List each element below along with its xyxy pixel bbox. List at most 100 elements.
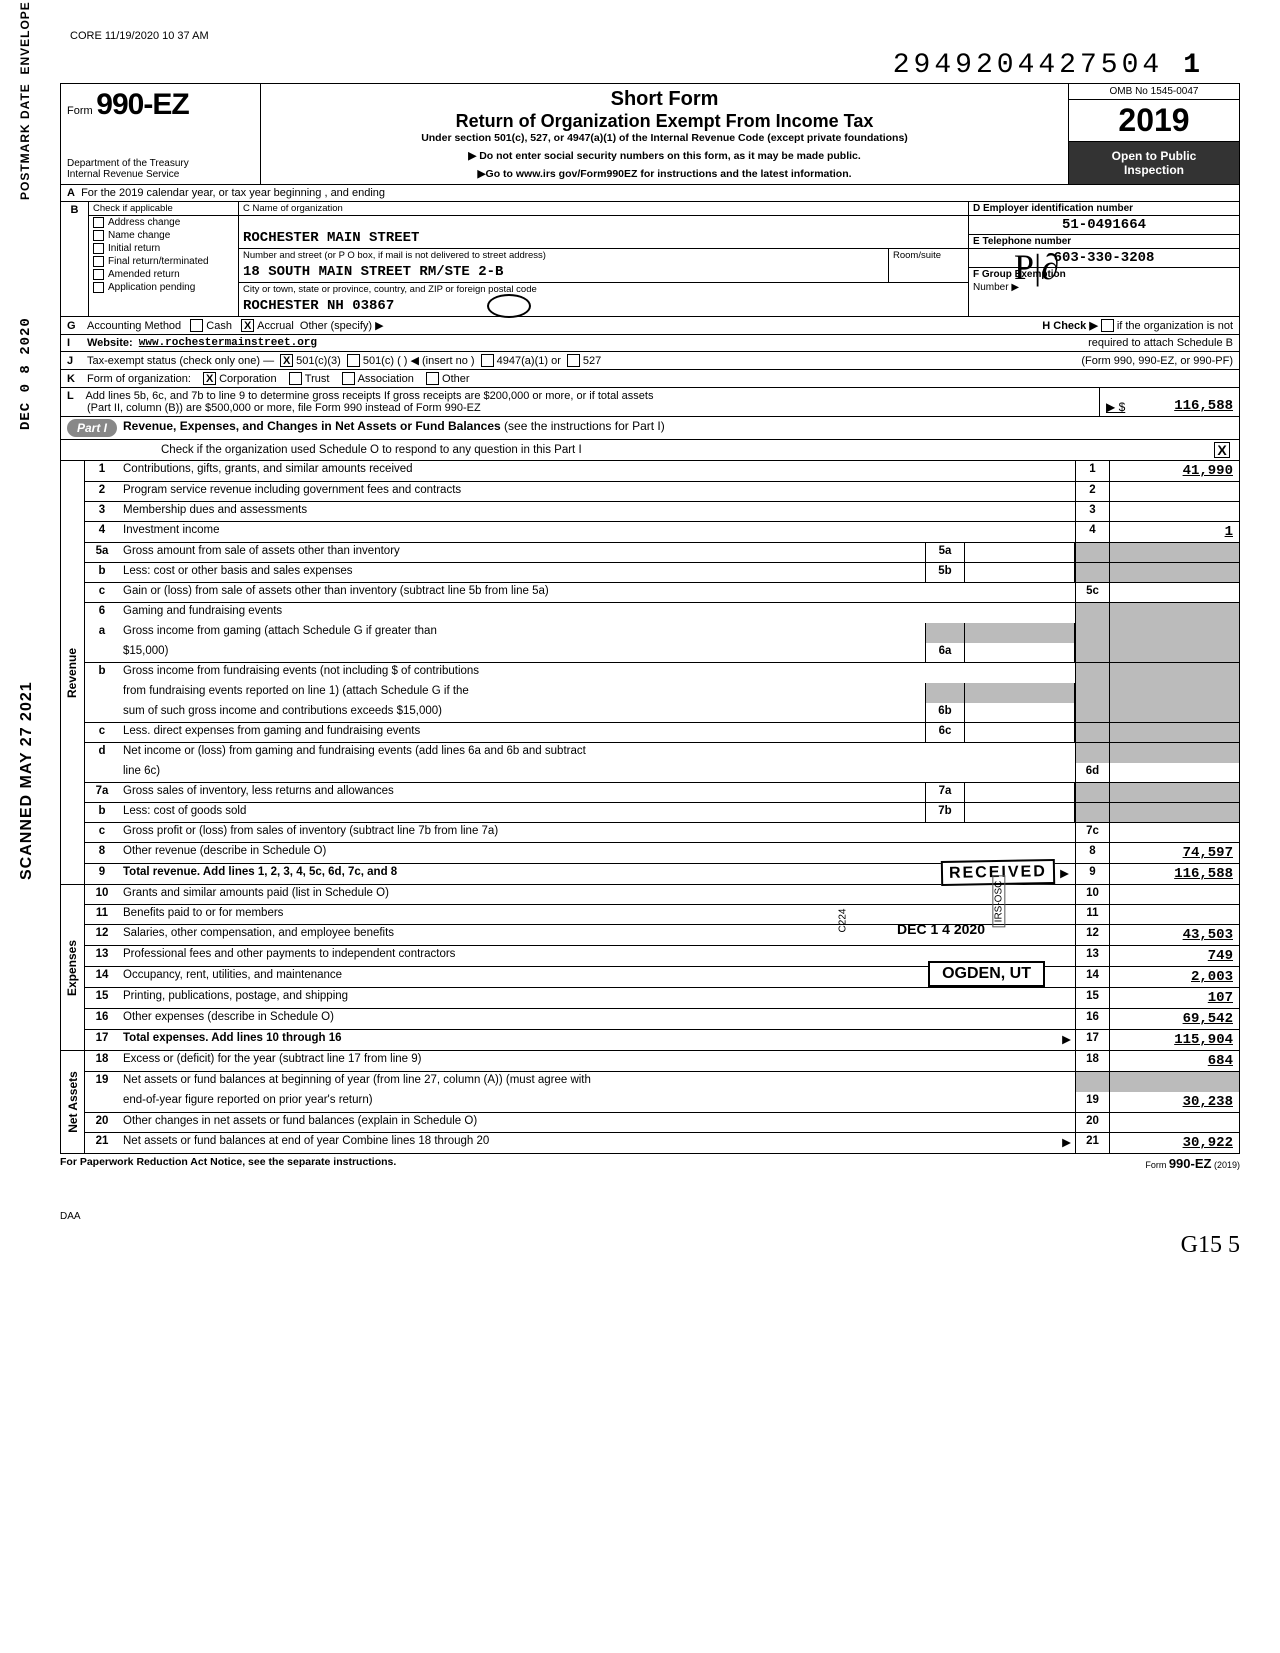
check-name-change[interactable] bbox=[93, 230, 104, 241]
netassets-side-label: Net Assets bbox=[66, 1071, 80, 1133]
line-11-amt bbox=[1109, 905, 1239, 924]
line-15-amt: 107 bbox=[1109, 988, 1239, 1008]
handwritten-note: G15 5 bbox=[60, 1232, 1240, 1259]
check-trust[interactable] bbox=[289, 372, 302, 385]
line-19-amt: 30,238 bbox=[1109, 1092, 1239, 1112]
form-title: Return of Organization Exempt From Incom… bbox=[267, 111, 1062, 132]
website: www.rochestermainstreet.org bbox=[139, 337, 317, 349]
gross-receipts: 116,588 bbox=[1174, 398, 1233, 414]
org-name: ROCHESTER MAIN STREET bbox=[239, 216, 968, 249]
form-number: 990-EZ bbox=[96, 88, 188, 121]
form-subtitle: Under section 501(c), 527, or 4947(a)(1)… bbox=[267, 132, 1062, 144]
row-k: K Form of organization: XCorporation Tru… bbox=[60, 370, 1240, 388]
check-final-return[interactable] bbox=[93, 256, 104, 267]
omb-number: OMB No 1545-0047 bbox=[1069, 84, 1239, 100]
col-b-label: B bbox=[61, 202, 89, 316]
line-12-amt: 43,503 bbox=[1109, 925, 1239, 945]
check-4947[interactable] bbox=[481, 354, 494, 367]
check-pending[interactable] bbox=[93, 282, 104, 293]
ein: 51-0491664 bbox=[969, 216, 1239, 235]
row-j: J Tax-exempt status (check only one) — X… bbox=[60, 352, 1240, 370]
line-20-amt bbox=[1109, 1113, 1239, 1132]
check-schedule-o[interactable]: X bbox=[1214, 442, 1230, 458]
check-501c3[interactable]: X bbox=[280, 354, 293, 367]
org-address: 18 SOUTH MAIN STREET RM/STE 2-B bbox=[239, 262, 888, 282]
stamp-irs-osc: IRS-OSC bbox=[993, 876, 1006, 928]
dln-number: 2949204427504 bbox=[893, 50, 1163, 81]
f-label-2: Number ▶ bbox=[969, 281, 1239, 294]
row-i: I Website: www.rochestermainstreet.org r… bbox=[60, 335, 1240, 352]
short-form-label: Short Form bbox=[267, 88, 1062, 111]
received-date: DEC 1 4 2020 bbox=[897, 921, 985, 937]
postmark-stamp: POSTMARK DATE ENVELOPE bbox=[18, 1, 32, 200]
check-assoc[interactable] bbox=[342, 372, 355, 385]
check-501c[interactable] bbox=[347, 354, 360, 367]
line-21-amt: 30,922 bbox=[1109, 1133, 1239, 1153]
expenses-side-label: Expenses bbox=[66, 939, 80, 995]
check-header: Check if applicable bbox=[89, 202, 238, 216]
row-l: L Add lines 5b, 6c, and 7b to line 9 to … bbox=[60, 388, 1240, 417]
part1-header: Part I Revenue, Expenses, and Changes in… bbox=[60, 417, 1240, 440]
c-name-label: C Name of organization bbox=[239, 202, 968, 216]
net-assets-section: Net Assets 18Excess or (deficit) for the… bbox=[60, 1051, 1240, 1154]
part1-sub: Check if the organization used Schedule … bbox=[60, 440, 1240, 461]
line-9-amt: 116,588 bbox=[1109, 864, 1239, 884]
entity-block: B Check if applicable Address change Nam… bbox=[60, 202, 1240, 317]
stamp-c224: C224 bbox=[838, 909, 849, 933]
room-label: Room/suite bbox=[889, 249, 968, 262]
d-label: D Employer identification number bbox=[969, 202, 1239, 216]
line-5c-amt bbox=[1109, 583, 1239, 602]
addr-label: Number and street (or P O box, if mail i… bbox=[239, 249, 888, 262]
line-13-amt: 749 bbox=[1109, 946, 1239, 966]
line-18-amt: 684 bbox=[1109, 1051, 1239, 1071]
expenses-section: Expenses 10Grants and similar amounts pa… bbox=[60, 885, 1240, 1051]
row-a-tax-year: A For the 2019 calendar year, or tax yea… bbox=[60, 185, 1240, 202]
check-other-org[interactable] bbox=[426, 372, 439, 385]
check-accrual[interactable]: X bbox=[241, 319, 254, 332]
initials-handwritten: P|∂ bbox=[1014, 246, 1059, 288]
dept-irs: Internal Revenue Service bbox=[67, 169, 189, 180]
revenue-section: Revenue 1Contributions, gifts, grants, a… bbox=[60, 461, 1240, 885]
revenue-side-label: Revenue bbox=[66, 647, 80, 697]
line-2-amt bbox=[1109, 482, 1239, 501]
check-initial-return[interactable] bbox=[93, 243, 104, 254]
phone: 603-330-3208 bbox=[969, 249, 1239, 268]
e-label: E Telephone number bbox=[969, 235, 1239, 249]
line-17-amt: 115,904 bbox=[1109, 1030, 1239, 1050]
form-note-2: ▶Go to www.irs gov/Form990EZ for instruc… bbox=[267, 168, 1062, 180]
check-527[interactable] bbox=[567, 354, 580, 367]
check-corp[interactable]: X bbox=[203, 372, 216, 385]
check-address-change[interactable] bbox=[93, 217, 104, 228]
line-7c-amt bbox=[1109, 823, 1239, 842]
line-4-amt: 1 bbox=[1109, 522, 1239, 542]
line-1-amt: 41,990 bbox=[1109, 461, 1239, 481]
form-note-1: ▶ Do not enter social security numbers o… bbox=[267, 150, 1062, 162]
check-cash[interactable] bbox=[190, 319, 203, 332]
footer: For Paperwork Reduction Act Notice, see … bbox=[60, 1156, 1240, 1171]
line-16-amt: 69,542 bbox=[1109, 1009, 1239, 1029]
line-8-amt: 74,597 bbox=[1109, 843, 1239, 863]
ogden-stamp: OGDEN, UT bbox=[928, 961, 1045, 987]
f-label: F Group Exemption bbox=[969, 268, 1239, 281]
line-3-amt bbox=[1109, 502, 1239, 521]
daa-label: DAA bbox=[60, 1211, 1240, 1222]
check-amended[interactable] bbox=[93, 269, 104, 280]
org-city: ROCHESTER NH 03867 bbox=[239, 296, 968, 316]
scanned-stamp: SCANNED MAY 27 2021 bbox=[18, 681, 36, 880]
inspection-label: Inspection bbox=[1124, 163, 1184, 177]
dln-seq: 1 bbox=[1183, 50, 1200, 81]
line-10-amt bbox=[1109, 885, 1239, 904]
postmark-date: DEC 0 8 2020 bbox=[18, 317, 34, 430]
nh-circle bbox=[487, 294, 531, 318]
line-6d-amt bbox=[1109, 763, 1239, 782]
row-g: G Accounting Method Cash XAccrual Other … bbox=[60, 317, 1240, 335]
tax-year: 2019 bbox=[1069, 100, 1239, 142]
dept-treasury: Department of the Treasury bbox=[67, 158, 189, 169]
form-header: Form 990-EZ Department of the Treasury I… bbox=[60, 83, 1240, 185]
check-h[interactable] bbox=[1101, 319, 1114, 332]
line-14-amt: 2,003 bbox=[1109, 967, 1239, 987]
open-to-public: Open to Public bbox=[1112, 149, 1197, 163]
part1-label: Part I bbox=[67, 419, 117, 437]
form-label: Form bbox=[67, 105, 93, 117]
city-label: City or town, state or province, country… bbox=[239, 283, 968, 296]
